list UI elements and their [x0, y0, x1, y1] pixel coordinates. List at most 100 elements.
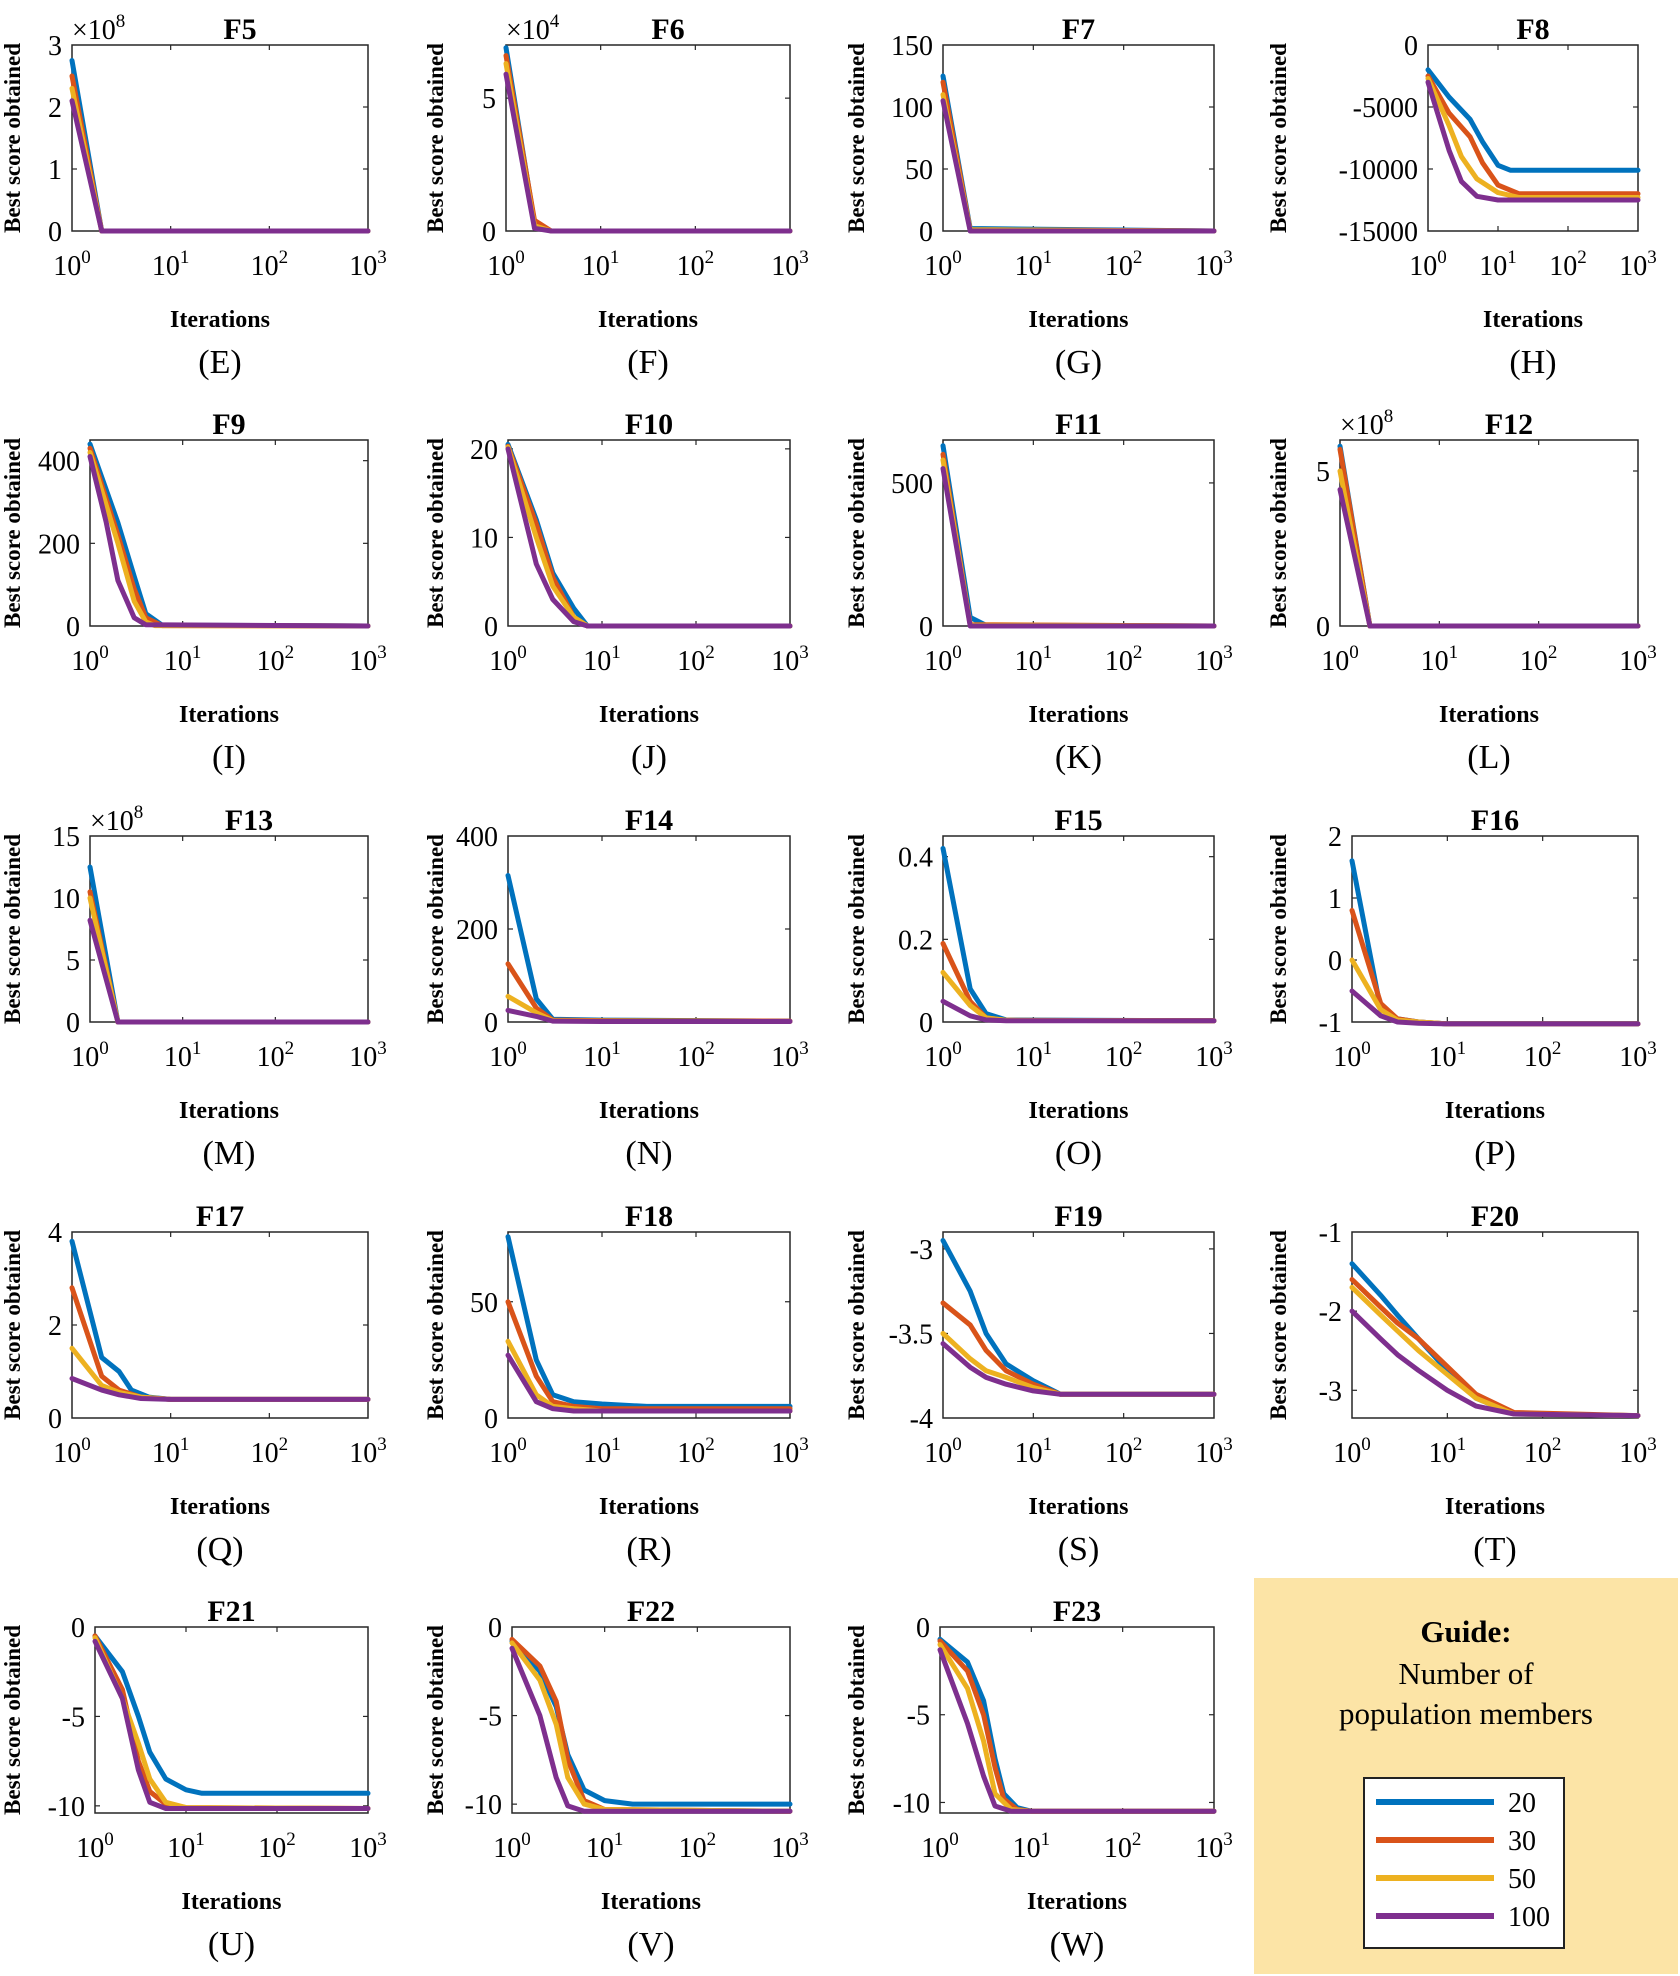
- x-tick-label: 101: [152, 1434, 190, 1469]
- y-tick-label: -1: [1319, 1218, 1342, 1249]
- panel-label: (G): [1055, 344, 1102, 381]
- series-line-100: [505, 1007, 793, 1024]
- panel-label: (W): [1050, 1926, 1105, 1963]
- y-axis-label: Best score obtained: [0, 1625, 25, 1815]
- plot-frame: [1351, 835, 1639, 1023]
- y-tick-label: 50: [470, 1288, 498, 1319]
- legend-entries: 20 30 50 100: [1376, 1788, 1550, 1933]
- x-tick-label: 103: [771, 247, 809, 282]
- y-tick-label: 1: [1328, 884, 1342, 915]
- y-tick-label: 5: [482, 84, 496, 115]
- panel-label: (P): [1474, 1135, 1516, 1172]
- legend-label-50: 50: [1508, 1864, 1536, 1895]
- legend-label-30: 30: [1508, 1826, 1536, 1857]
- axis-multiplier: ×108: [90, 802, 143, 837]
- panel-label: (J): [631, 739, 667, 776]
- x-tick-label: 100: [53, 1434, 91, 1469]
- chart-title: F18: [625, 1200, 673, 1233]
- y-tick-label: 0: [66, 1008, 80, 1039]
- x-axis-label: Iterations: [1445, 1494, 1545, 1520]
- series-line-100: [92, 1638, 371, 1811]
- x-tick-label: 101: [1015, 247, 1053, 282]
- y-tick-label: 0: [1328, 946, 1342, 977]
- y-tick-label: 50: [905, 155, 933, 186]
- x-tick-label: 101: [582, 247, 620, 282]
- x-axis-label: Iterations: [598, 307, 698, 333]
- plot-frame: [507, 439, 791, 627]
- x-tick-label: 100: [1409, 247, 1447, 282]
- chart-title: F21: [207, 1595, 255, 1628]
- x-tick-label: 101: [1015, 1434, 1053, 1469]
- panel-label: (I): [212, 739, 246, 776]
- x-axis-label: Iterations: [1029, 307, 1129, 333]
- x-tick-label: 101: [583, 642, 621, 677]
- series-line-100: [940, 466, 1217, 629]
- x-tick-label: 101: [167, 1829, 205, 1864]
- x-tick-label: 102: [1524, 1434, 1562, 1469]
- y-tick-label: 2: [48, 93, 62, 124]
- panel-label: (M): [203, 1135, 256, 1172]
- x-tick-label: 103: [1619, 1434, 1657, 1469]
- plot-frame: [507, 1231, 791, 1419]
- y-axis-label: Best score obtained: [844, 43, 869, 233]
- plot-frame: [1351, 1231, 1639, 1419]
- series-line-100: [1349, 988, 1641, 1027]
- y-tick-label: -3.5: [889, 1319, 933, 1350]
- x-tick-label: 103: [1195, 1434, 1233, 1469]
- x-tick-label: 100: [1321, 642, 1359, 677]
- y-tick-label: -3: [1319, 1376, 1342, 1407]
- guide-line-1: Number of: [1398, 1656, 1534, 1691]
- x-tick-label: 101: [586, 1829, 624, 1864]
- plot-frame: [942, 835, 1215, 1023]
- x-tick-label: 100: [924, 247, 962, 282]
- axis-multiplier: ×108: [72, 11, 125, 46]
- y-axis-label: Best score obtained: [844, 1625, 869, 1815]
- x-axis-label: Iterations: [601, 1889, 701, 1915]
- chart-title: F16: [1471, 804, 1519, 837]
- x-tick-label: 100: [1333, 1434, 1371, 1469]
- y-tick-label: -3: [910, 1235, 933, 1266]
- chart-title: F14: [625, 804, 673, 837]
- plot-frame: [71, 1231, 369, 1419]
- y-tick-label: 3: [48, 31, 62, 62]
- chart-title: F20: [1471, 1200, 1519, 1233]
- panel-label: (Q): [196, 1531, 243, 1568]
- guide-legend: Guide: Number of population members 20 30…: [1254, 1578, 1678, 1974]
- chart-title: F19: [1054, 1200, 1102, 1233]
- x-tick-label: 103: [349, 1038, 387, 1073]
- x-tick-label: 100: [489, 1434, 527, 1469]
- x-axis-label: Iterations: [1445, 1098, 1545, 1124]
- x-tick-label: 100: [76, 1829, 114, 1864]
- y-tick-label: 0: [919, 217, 933, 248]
- plot-frame: [942, 439, 1215, 627]
- y-tick-label: -10000: [1339, 155, 1418, 186]
- plot-frame: [505, 44, 791, 232]
- x-tick-label: 102: [1105, 1434, 1143, 1469]
- x-axis-label: Iterations: [170, 1494, 270, 1520]
- x-axis-label: Iterations: [182, 1889, 282, 1915]
- chart-title: F17: [196, 1200, 244, 1233]
- y-tick-label: 0: [482, 217, 496, 248]
- plot-frame: [89, 835, 369, 1023]
- y-axis-label: Best score obtained: [0, 438, 25, 628]
- series-line-100: [87, 454, 371, 629]
- y-tick-label: 15: [52, 822, 80, 853]
- y-tick-label: 0: [484, 1404, 498, 1435]
- y-tick-label: 0: [919, 612, 933, 643]
- y-tick-label: -10: [465, 1790, 502, 1821]
- x-tick-label: 100: [924, 1038, 962, 1073]
- y-tick-label: 400: [456, 822, 498, 853]
- series-line-100: [1349, 1308, 1641, 1419]
- panel-label: (R): [626, 1531, 671, 1568]
- x-tick-label: 102: [1105, 642, 1143, 677]
- x-tick-label: 102: [251, 247, 289, 282]
- x-tick-label: 103: [1195, 1829, 1233, 1864]
- x-tick-label: 101: [583, 1038, 621, 1073]
- plot-frame: [1427, 44, 1639, 232]
- series-line-100: [1425, 79, 1641, 203]
- panel-label: (O): [1055, 1135, 1102, 1172]
- axis-multiplier: ×108: [1340, 406, 1393, 441]
- chart-panel: 0 200 400 100 101 102 103 F9 Iterations Best scor…: [0, 408, 387, 776]
- y-tick-label: 0: [48, 217, 62, 248]
